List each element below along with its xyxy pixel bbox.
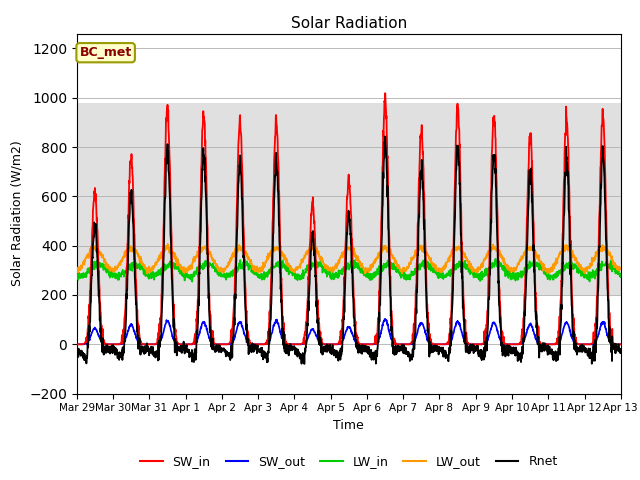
Title: Solar Radiation: Solar Radiation [291, 16, 407, 31]
Text: BC_met: BC_met [79, 46, 132, 59]
Legend: SW_in, SW_out, LW_in, LW_out, Rnet: SW_in, SW_out, LW_in, LW_out, Rnet [135, 450, 563, 473]
Y-axis label: Solar Radiation (W/m2): Solar Radiation (W/m2) [11, 141, 24, 287]
Bar [77, 103, 621, 295]
X-axis label: Time: Time [333, 419, 364, 432]
